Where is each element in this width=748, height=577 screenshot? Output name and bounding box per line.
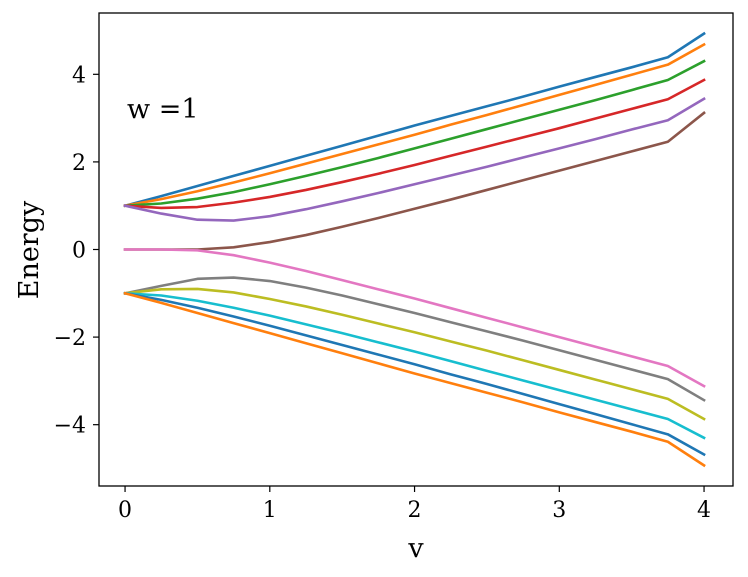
series-line-5 (123, 97, 706, 222)
series-line-8 (123, 276, 706, 402)
w-annotation: w =1 (127, 94, 199, 125)
series-line-7 (123, 248, 706, 388)
series-line-6 (123, 111, 706, 251)
y-axis-label: Energy (14, 200, 45, 299)
y-tick-label-0: −4 (54, 414, 86, 439)
y-tick-label-1: −2 (54, 326, 86, 351)
series-line-3 (123, 59, 706, 208)
axes-layer: 0 1 2 3 4 −4 −2 0 2 4 (54, 63, 711, 523)
series-line-12 (123, 291, 706, 468)
x-tick-label-0: 0 (118, 498, 132, 523)
y-tick-label-3: 2 (72, 151, 86, 176)
series-line-2 (123, 42, 706, 208)
series-line-10 (123, 291, 706, 440)
series-layer (123, 31, 706, 468)
y-tick-label-4: 4 (72, 63, 86, 88)
series-line-11 (123, 291, 706, 457)
x-tick-label-4: 4 (697, 498, 711, 523)
series-line-1 (123, 31, 706, 208)
x-tick-label-1: 1 (263, 498, 277, 523)
x-axis-label: v (407, 533, 424, 564)
series-line-9 (123, 287, 706, 421)
series-line-4 (123, 78, 706, 210)
y-tick-label-2: 0 (72, 239, 86, 264)
x-tick-label-2: 2 (408, 498, 422, 523)
x-tick-label-3: 3 (552, 498, 566, 523)
